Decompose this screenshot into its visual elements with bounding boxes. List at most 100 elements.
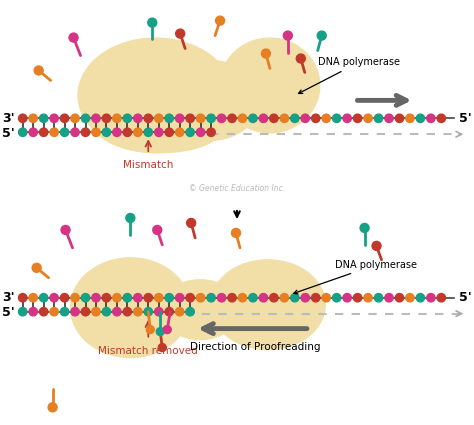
Circle shape (39, 114, 48, 122)
Circle shape (218, 294, 226, 302)
Circle shape (175, 128, 184, 136)
Circle shape (29, 294, 37, 302)
Circle shape (332, 294, 341, 302)
Text: Mismatch: Mismatch (123, 160, 173, 170)
Circle shape (82, 294, 90, 302)
Circle shape (148, 18, 157, 27)
Circle shape (102, 294, 110, 302)
Circle shape (71, 128, 79, 136)
Circle shape (186, 128, 194, 136)
Circle shape (238, 294, 246, 302)
Circle shape (175, 307, 184, 316)
Circle shape (48, 403, 57, 412)
Circle shape (82, 128, 90, 136)
Circle shape (238, 114, 246, 122)
Circle shape (18, 294, 27, 302)
Circle shape (71, 294, 79, 302)
Circle shape (283, 31, 292, 40)
Circle shape (262, 49, 270, 58)
Circle shape (92, 307, 100, 316)
Circle shape (317, 31, 326, 40)
Circle shape (82, 307, 90, 316)
Circle shape (134, 294, 142, 302)
Circle shape (165, 128, 173, 136)
Circle shape (249, 114, 257, 122)
Circle shape (175, 114, 184, 122)
Circle shape (249, 294, 257, 302)
Circle shape (134, 307, 142, 316)
Circle shape (218, 114, 226, 122)
Circle shape (32, 264, 41, 272)
Circle shape (374, 114, 383, 122)
Circle shape (280, 114, 289, 122)
Circle shape (113, 114, 121, 122)
Text: 3': 3' (2, 291, 15, 304)
Circle shape (123, 128, 132, 136)
Circle shape (165, 114, 173, 122)
Circle shape (50, 307, 58, 316)
Circle shape (196, 114, 205, 122)
Circle shape (216, 16, 225, 25)
Circle shape (60, 294, 69, 302)
Circle shape (144, 114, 153, 122)
Circle shape (364, 294, 372, 302)
Circle shape (186, 294, 194, 302)
Circle shape (231, 229, 240, 238)
Circle shape (372, 241, 381, 250)
Ellipse shape (160, 280, 240, 340)
Circle shape (187, 218, 196, 227)
Circle shape (92, 294, 100, 302)
Circle shape (280, 294, 289, 302)
Circle shape (322, 114, 330, 122)
Circle shape (18, 114, 27, 122)
Text: DNA polymerase: DNA polymerase (299, 57, 400, 94)
Circle shape (364, 114, 372, 122)
Circle shape (395, 294, 404, 302)
Text: 5': 5' (2, 127, 15, 140)
Circle shape (176, 29, 185, 38)
Circle shape (60, 114, 69, 122)
Circle shape (156, 328, 164, 336)
Circle shape (186, 114, 194, 122)
Circle shape (228, 114, 236, 122)
Circle shape (144, 294, 153, 302)
Circle shape (134, 114, 142, 122)
Circle shape (374, 294, 383, 302)
Circle shape (153, 225, 162, 235)
Circle shape (92, 128, 100, 136)
Circle shape (437, 114, 446, 122)
Ellipse shape (95, 98, 225, 153)
Circle shape (207, 128, 215, 136)
Circle shape (416, 114, 425, 122)
Circle shape (18, 128, 27, 136)
Circle shape (259, 114, 268, 122)
Circle shape (69, 33, 78, 42)
Circle shape (146, 326, 154, 334)
Circle shape (385, 294, 393, 302)
Text: © Genetic Education Inc.: © Genetic Education Inc. (189, 184, 285, 193)
Ellipse shape (210, 260, 325, 349)
Circle shape (29, 128, 37, 136)
Circle shape (126, 213, 135, 222)
Circle shape (158, 343, 166, 351)
Circle shape (165, 307, 173, 316)
Circle shape (113, 128, 121, 136)
Circle shape (301, 114, 310, 122)
Circle shape (196, 128, 205, 136)
Circle shape (71, 307, 79, 316)
Circle shape (39, 128, 48, 136)
Circle shape (291, 114, 299, 122)
Text: 5': 5' (459, 291, 472, 304)
Circle shape (123, 307, 132, 316)
Circle shape (134, 128, 142, 136)
Circle shape (360, 224, 369, 232)
Text: 3': 3' (2, 112, 15, 125)
Circle shape (123, 294, 132, 302)
Circle shape (416, 294, 425, 302)
Circle shape (39, 294, 48, 302)
Circle shape (270, 294, 278, 302)
Circle shape (385, 114, 393, 122)
Text: DNA polymerase: DNA polymerase (294, 260, 417, 294)
Circle shape (18, 307, 27, 316)
Circle shape (186, 307, 194, 316)
